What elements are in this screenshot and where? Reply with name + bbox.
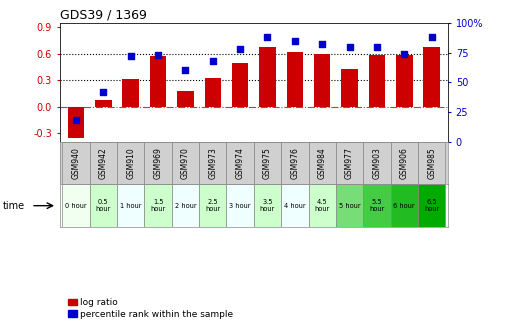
Text: GSM940: GSM940 bbox=[71, 147, 80, 179]
Text: 5 hour: 5 hour bbox=[339, 203, 361, 209]
Point bbox=[346, 44, 354, 49]
Bar bbox=[309, 184, 336, 227]
Bar bbox=[145, 142, 172, 184]
Legend: log ratio, percentile rank within the sample: log ratio, percentile rank within the sa… bbox=[64, 295, 237, 322]
Text: GSM970: GSM970 bbox=[181, 147, 190, 179]
Bar bbox=[68, 107, 84, 137]
Text: 0 hour: 0 hour bbox=[65, 203, 87, 209]
Text: 4.5
hour: 4.5 hour bbox=[314, 199, 330, 212]
Bar bbox=[95, 100, 111, 107]
Text: 1 hour: 1 hour bbox=[120, 203, 141, 209]
Text: GSM977: GSM977 bbox=[345, 147, 354, 179]
Bar bbox=[150, 56, 166, 107]
Text: GSM974: GSM974 bbox=[236, 147, 244, 179]
Point bbox=[318, 42, 326, 47]
Bar bbox=[281, 142, 309, 184]
Bar bbox=[418, 184, 445, 227]
Bar bbox=[199, 142, 226, 184]
Text: GSM984: GSM984 bbox=[318, 147, 327, 179]
Point bbox=[236, 46, 244, 52]
Bar bbox=[232, 62, 248, 107]
Point bbox=[291, 38, 299, 43]
Text: GSM942: GSM942 bbox=[99, 147, 108, 179]
Bar bbox=[281, 184, 309, 227]
Text: 2 hour: 2 hour bbox=[175, 203, 196, 209]
Text: GSM975: GSM975 bbox=[263, 147, 272, 179]
Point bbox=[99, 89, 108, 95]
Bar bbox=[336, 142, 363, 184]
Bar bbox=[90, 184, 117, 227]
Bar bbox=[396, 55, 412, 107]
Point bbox=[126, 54, 135, 59]
Point bbox=[427, 35, 436, 40]
Text: 6.5
hour: 6.5 hour bbox=[424, 199, 439, 212]
Text: 4 hour: 4 hour bbox=[284, 203, 306, 209]
Text: 6 hour: 6 hour bbox=[394, 203, 415, 209]
Bar bbox=[177, 91, 194, 107]
Text: 2.5
hour: 2.5 hour bbox=[205, 199, 220, 212]
Text: GSM976: GSM976 bbox=[291, 147, 299, 179]
Bar bbox=[205, 77, 221, 107]
Bar bbox=[172, 184, 199, 227]
Bar bbox=[62, 142, 90, 184]
Bar bbox=[423, 47, 440, 107]
Bar bbox=[286, 52, 303, 107]
Bar bbox=[145, 184, 172, 227]
Text: GDS39 / 1369: GDS39 / 1369 bbox=[60, 9, 147, 22]
Bar bbox=[117, 142, 145, 184]
Bar bbox=[418, 142, 445, 184]
Bar bbox=[363, 184, 391, 227]
Text: GSM969: GSM969 bbox=[153, 147, 163, 179]
Text: 3.5
hour: 3.5 hour bbox=[260, 199, 275, 212]
Point bbox=[400, 51, 408, 57]
Bar bbox=[254, 184, 281, 227]
Point bbox=[373, 44, 381, 49]
Bar bbox=[369, 55, 385, 107]
Bar bbox=[363, 142, 391, 184]
Text: GSM906: GSM906 bbox=[400, 147, 409, 179]
Bar bbox=[226, 142, 254, 184]
Bar bbox=[260, 47, 276, 107]
Text: 3 hour: 3 hour bbox=[229, 203, 251, 209]
Point bbox=[72, 118, 80, 123]
Bar bbox=[314, 54, 330, 107]
Text: 0.5
hour: 0.5 hour bbox=[96, 199, 111, 212]
Bar bbox=[341, 69, 358, 107]
Bar bbox=[122, 79, 139, 107]
Text: GSM903: GSM903 bbox=[372, 147, 381, 179]
Bar bbox=[391, 184, 418, 227]
Text: time: time bbox=[3, 201, 25, 211]
Bar bbox=[90, 142, 117, 184]
Text: 1.5
hour: 1.5 hour bbox=[150, 199, 166, 212]
Bar bbox=[226, 184, 254, 227]
Bar bbox=[336, 184, 363, 227]
Text: GSM985: GSM985 bbox=[427, 147, 436, 179]
Bar bbox=[62, 184, 90, 227]
Bar bbox=[309, 142, 336, 184]
Bar bbox=[172, 142, 199, 184]
Text: GSM973: GSM973 bbox=[208, 147, 217, 179]
Bar bbox=[254, 142, 281, 184]
Point bbox=[263, 35, 271, 40]
Point bbox=[181, 68, 190, 73]
Bar bbox=[391, 142, 418, 184]
Text: 5.5
hour: 5.5 hour bbox=[369, 199, 384, 212]
Text: GSM910: GSM910 bbox=[126, 147, 135, 179]
Bar bbox=[117, 184, 145, 227]
Point bbox=[209, 58, 217, 63]
Bar bbox=[199, 184, 226, 227]
Point bbox=[154, 52, 162, 58]
